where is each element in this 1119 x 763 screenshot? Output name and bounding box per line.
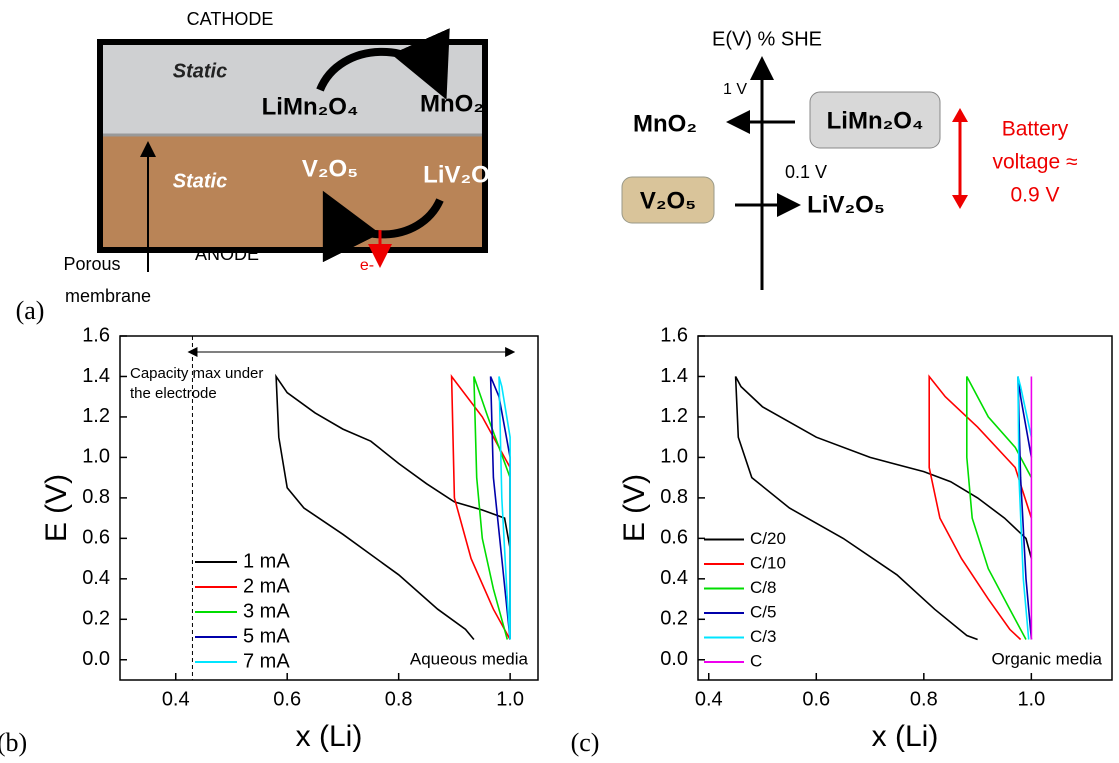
species-label: MnO₂ [633,110,697,137]
series-line [928,374,1033,641]
y-tick-label: 1.2 [660,405,688,427]
y-axis-label: E (V) [618,474,651,542]
panel-label: (a) [16,296,45,325]
y-tick-label: 0.2 [660,608,688,630]
x-tick-label: 0.8 [385,688,413,710]
y-tick-label: 1.4 [82,365,110,387]
y-tick-label: 0.4 [82,567,110,589]
series-line [966,376,1033,640]
x-tick-label: 0.4 [162,688,190,710]
legend-label: C [750,651,762,670]
potential-diagram: E(V) % SHE 1 V 0.1 V MnO₂ LiMn₂O₄ V₂O₅ L… [621,28,1078,290]
annotation: the electrode [130,385,217,402]
membrane-label: membrane [65,286,151,306]
y-tick-label: 1.0 [660,446,688,468]
y-tick-label: 1.6 [660,324,688,346]
cathode-label: CATHODE [187,9,274,29]
y-tick-label: 0.6 [660,527,688,549]
x-axis-label: x (Li) [872,720,939,753]
y-tick-label: 0.8 [82,486,110,508]
series-line [275,373,511,641]
legend-label: C/8 [750,578,776,597]
cathode-arrow [316,28,450,100]
potential-label: 0.1 V [785,162,827,182]
x-tick-label: 1.0 [1017,688,1045,710]
x-tick-label: 0.6 [802,688,830,710]
x-tick-label: 1.0 [496,688,524,710]
plot-frame [697,335,1113,681]
plot-frame [119,335,539,681]
electron-label: e- [360,257,374,274]
series-line [498,376,511,640]
y-tick-label: 0.8 [660,486,688,508]
species-label: LiMn₂O₄ [827,107,924,134]
y-tick-label: 0.6 [82,527,110,549]
y-tick-label: 0.2 [82,608,110,630]
species-label: LiV₂O₅ [807,191,885,218]
legend-label: 3 mA [243,600,290,622]
y-tick-label: 1.4 [660,365,688,387]
series-line [1017,376,1033,640]
legend-label: 7 mA [243,650,290,672]
anode-layer [100,135,485,250]
x-axis-label: x (Li) [296,720,363,753]
series-line [450,374,511,640]
cell-frame [97,39,488,253]
legend-label: C/5 [750,602,776,621]
voltage-label: 0.9 V [1010,184,1059,207]
legend-label: 2 mA [243,575,290,597]
voltage-label: Battery [1002,118,1069,141]
y-tick-label: 0.0 [660,648,688,670]
y-tick-label: 1.2 [82,405,110,427]
anode-label: ANODE [195,244,259,264]
legend-label: 1 mA [243,550,290,572]
static-label: Static [173,170,227,192]
anode-arrow [322,190,444,263]
voltage-label: voltage ≈ [992,151,1077,174]
legend-label: 5 mA [243,625,290,647]
y-tick-label: 0.0 [82,648,110,670]
cathode-layer [100,42,485,135]
y-tick-label: 1.6 [82,324,110,346]
species-label: LiMn₂O₄ [262,93,359,120]
species-box [621,176,715,224]
x-tick-label: 0.4 [695,688,723,710]
panel-label: (b) [0,728,27,757]
membrane-label: Porous [63,254,120,274]
annotation: Organic media [991,649,1102,668]
species-label: MnO₂ [420,90,484,117]
legend-label: C/10 [750,553,786,572]
x-tick-label: 0.6 [273,688,301,710]
x-tick-label: 0.8 [910,688,938,710]
cell-diagram: CATHODE Static Static LiMn₂O₄ MnO₂ V₂O₅ … [16,9,501,325]
series-line [734,376,1033,641]
legend-label: C/3 [750,627,776,646]
annotation: Capacity max under [130,365,263,382]
annotation: Aqueous media [410,649,529,668]
species-label: V₂O₅ [640,187,696,214]
species-label: LiV₂O₅ [423,161,501,188]
species-box [809,91,941,149]
potential-label: 1 V [723,81,747,98]
species-label: V₂O₅ [302,155,358,182]
static-label: Static [173,60,227,82]
legend-label: C/20 [750,529,786,548]
axis-title: E(V) % SHE [712,28,822,50]
series-line [473,376,511,640]
y-tick-label: 0.4 [660,567,688,589]
y-tick-label: 1.0 [82,446,110,468]
panel-label: (c) [571,728,600,757]
y-axis-label: E (V) [40,474,73,542]
